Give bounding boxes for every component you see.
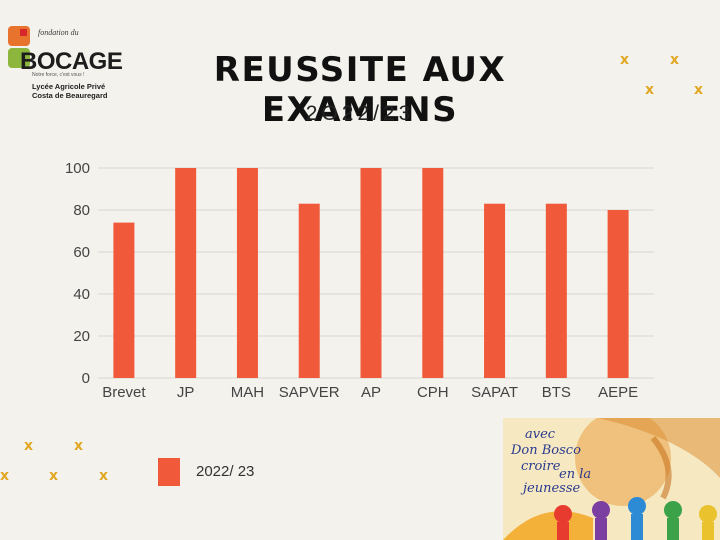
logo-school-line2: Costa de Beauregard — [32, 91, 108, 100]
y-tick-label: 100 — [65, 160, 90, 177]
y-tick-label: 80 — [73, 202, 90, 219]
decor-x-mark: x — [24, 438, 34, 454]
banner-text-line: jeunesse — [523, 481, 581, 496]
y-tick-label: 20 — [73, 328, 90, 345]
decor-x-mark: x — [645, 82, 655, 98]
bar-sapver — [298, 203, 320, 378]
decor-x-mark: x — [620, 52, 630, 68]
logo-school: Lycée Agricole Privé Costa de Beauregard — [32, 82, 107, 100]
page-subtitle: 2O22/23 — [305, 102, 415, 125]
decor-x-mark: x — [694, 82, 704, 98]
x-tick-label: BTS — [542, 384, 571, 401]
logo-fondation-text: fondation du — [38, 28, 79, 37]
x-tick-label: CPH — [417, 384, 449, 401]
banner-text-line: avec — [525, 427, 556, 442]
decor-x-mark: x — [74, 438, 84, 454]
banner-text-line: Don Bosco — [511, 443, 581, 458]
banner-text-line: en la — [559, 467, 592, 482]
don-bosco-illustration — [503, 418, 720, 540]
y-tick-label: 0 — [82, 370, 90, 387]
x-tick-label: JP — [177, 384, 195, 401]
y-tick-label: 60 — [73, 244, 90, 261]
x-tick-label: Brevet — [102, 384, 146, 401]
bar-bts — [545, 203, 567, 378]
x-tick-label: AP — [361, 384, 381, 401]
bar-jp — [175, 168, 197, 378]
decor-x-mark: x — [670, 52, 680, 68]
bar-cph — [422, 168, 444, 378]
logo-school-line1: Lycée Agricole Privé — [32, 82, 106, 91]
x-tick-label: MAH — [231, 384, 264, 401]
banner-text-line: croire — [521, 459, 561, 474]
bar-mah — [236, 168, 258, 378]
logo-name: BOCAGE — [20, 48, 123, 75]
page-title: REUSSITE AUX EXAMENS — [213, 50, 507, 130]
x-tick-label: SAPVER — [279, 384, 340, 401]
legend-swatch — [158, 458, 180, 486]
decor-x-mark: x — [0, 468, 10, 484]
bar-aepe — [607, 210, 629, 378]
legend-label: 2022/ 23 — [196, 463, 255, 480]
x-tick-label: SAPAT — [471, 384, 518, 401]
decor-x-mark: x — [99, 468, 109, 484]
x-tick-label: AEPE — [598, 384, 638, 401]
bar-brevet — [113, 222, 135, 378]
bar-sapat — [484, 203, 506, 378]
logo-leaf-icon — [8, 26, 30, 68]
y-tick-label: 40 — [73, 286, 90, 303]
bar-ap — [360, 168, 382, 378]
logo-tagline: Notre force, c'est vous ! — [32, 72, 85, 78]
decor-x-mark: x — [49, 468, 59, 484]
don-bosco-banner: avec Don Bosco croire en la jeunesse — [503, 418, 720, 540]
fondation-bocage-logo: fondation du BOCAGE Notre force, c'est v… — [8, 22, 128, 102]
